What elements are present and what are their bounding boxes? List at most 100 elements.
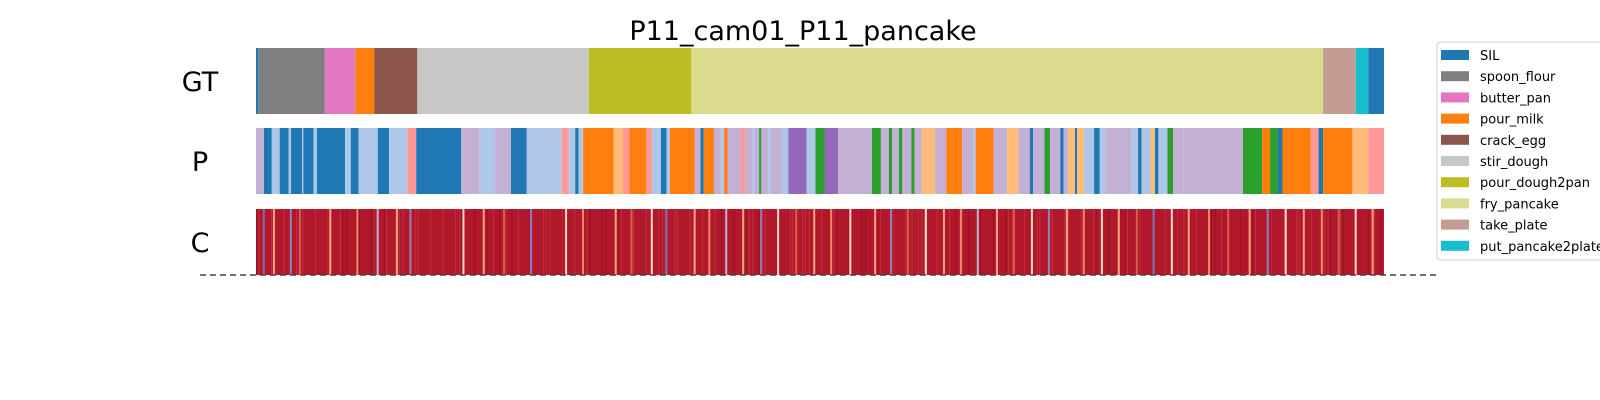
confidence-stripe bbox=[861, 209, 863, 275]
segment-fry_pancake bbox=[691, 48, 1324, 114]
segment-take_plate bbox=[1323, 48, 1356, 114]
legend-swatch bbox=[1441, 156, 1469, 166]
segment-SIL bbox=[290, 128, 303, 194]
confidence-stripe bbox=[1183, 209, 1185, 275]
segment-c_lightblue bbox=[288, 128, 291, 194]
segment-c_salmon bbox=[741, 128, 746, 194]
segment-c_lilac bbox=[993, 128, 1008, 194]
confidence-mark bbox=[630, 209, 633, 275]
segment-c_salmon bbox=[622, 128, 630, 194]
segment-c_lightblue bbox=[1158, 128, 1168, 194]
segment-c_peach bbox=[1068, 128, 1075, 194]
confidence-stripe bbox=[296, 209, 298, 275]
confidence-stripe bbox=[455, 209, 457, 275]
segment-c_lightblue bbox=[666, 128, 670, 194]
confidence-stripe bbox=[373, 209, 375, 275]
confidence-stripe bbox=[1210, 209, 1212, 275]
confidence-stripe bbox=[283, 209, 285, 275]
confidence-mark bbox=[482, 209, 485, 275]
legend: SIL spoon_flour butter_pan pour_milk crack_e… bbox=[1436, 41, 1600, 261]
segment-c_lightblue bbox=[526, 128, 562, 194]
segment-c_lilac bbox=[880, 128, 889, 194]
confidence-stripe bbox=[342, 209, 344, 275]
segment-c_lightblue bbox=[313, 128, 317, 194]
legend-swatch bbox=[1441, 92, 1469, 103]
confidence-stripe bbox=[720, 209, 722, 275]
confidence-mark bbox=[462, 209, 465, 275]
segment-c_lightblue bbox=[578, 128, 584, 194]
confidence-stripe bbox=[714, 209, 716, 275]
segment-SIL bbox=[1060, 128, 1064, 194]
confidence-stripe bbox=[1007, 209, 1009, 275]
segment-SIL bbox=[1094, 128, 1100, 194]
segment-c_lightblue bbox=[345, 128, 351, 194]
confidence-stripe bbox=[752, 209, 754, 275]
segment-c_lightblue bbox=[720, 128, 725, 194]
segment-pour_milk bbox=[629, 128, 647, 194]
confidence-mark bbox=[1266, 209, 1269, 275]
segment-c_lightblue bbox=[271, 128, 280, 194]
segment-c_lightblue bbox=[1131, 128, 1139, 194]
confidence-stripe bbox=[383, 209, 385, 275]
confidence-stripe bbox=[980, 209, 982, 275]
segment-pour_milk bbox=[355, 48, 375, 114]
legend-label: pour_dough2pan bbox=[1480, 176, 1590, 191]
confidence-stripe bbox=[1039, 209, 1041, 275]
confidence-stripe bbox=[339, 209, 341, 275]
confidence-mark bbox=[725, 209, 728, 275]
segment-SIL bbox=[279, 128, 289, 194]
confidence-mark bbox=[376, 209, 379, 275]
segment-SIL bbox=[416, 128, 462, 194]
legend-label: take_plate bbox=[1480, 219, 1548, 234]
segment-c_green bbox=[871, 128, 881, 194]
confidence-mark bbox=[1152, 209, 1155, 275]
row-label: C bbox=[191, 228, 210, 259]
confidence-stripe bbox=[1164, 209, 1166, 275]
confidence-mark bbox=[693, 209, 696, 275]
row-c: C bbox=[191, 209, 1384, 275]
confidence-mark bbox=[1302, 209, 1305, 275]
confidence-stripe bbox=[415, 209, 417, 275]
confidence-stripe bbox=[1139, 209, 1141, 275]
segment-c_purple bbox=[824, 128, 839, 194]
confidence-stripe bbox=[561, 209, 563, 275]
confidence-stripe bbox=[1254, 209, 1256, 275]
segment-c_lilac bbox=[495, 128, 511, 194]
confidence-stripe bbox=[764, 209, 766, 275]
confidence-mark bbox=[1117, 209, 1120, 275]
confidence-mark bbox=[1030, 209, 1033, 275]
confidence-stripe bbox=[499, 209, 501, 275]
confidence-mark bbox=[1354, 209, 1357, 275]
legend-label: fry_pancake bbox=[1480, 197, 1559, 212]
segment-c_lilac bbox=[713, 128, 721, 194]
confidence-mark bbox=[906, 209, 909, 275]
confidence-stripe bbox=[961, 209, 963, 275]
confidence-stripe bbox=[1298, 209, 1300, 275]
confidence-stripe bbox=[905, 209, 907, 275]
confidence-mark bbox=[959, 209, 962, 275]
segment-c_lightblue bbox=[1141, 128, 1151, 194]
confidence-mark bbox=[1170, 209, 1173, 275]
confidence-stripe bbox=[992, 209, 994, 275]
segment-c_green bbox=[911, 128, 915, 194]
segment-pour_milk bbox=[583, 128, 614, 194]
segment-SIL bbox=[316, 128, 346, 194]
confidence-mark bbox=[813, 209, 816, 275]
confidence-stripe bbox=[258, 209, 260, 275]
segment-c_lightblue bbox=[1083, 128, 1095, 194]
confidence-stripe bbox=[256, 209, 257, 275]
confidence-stripe bbox=[949, 209, 951, 275]
confidence-stripe bbox=[892, 209, 894, 275]
confidence-mark bbox=[874, 209, 877, 275]
confidence-stripe bbox=[689, 209, 691, 275]
confidence-mark bbox=[1227, 209, 1230, 275]
confidence-stripe bbox=[802, 209, 804, 275]
legend-label: crack_egg bbox=[1480, 134, 1546, 149]
confidence-mark bbox=[889, 209, 892, 275]
confidence-mark bbox=[356, 209, 359, 275]
segment-c_salmon bbox=[1310, 128, 1319, 194]
segment-stir_dough bbox=[417, 48, 589, 114]
confidence-stripe bbox=[1327, 209, 1329, 275]
segment-SIL bbox=[377, 128, 390, 194]
